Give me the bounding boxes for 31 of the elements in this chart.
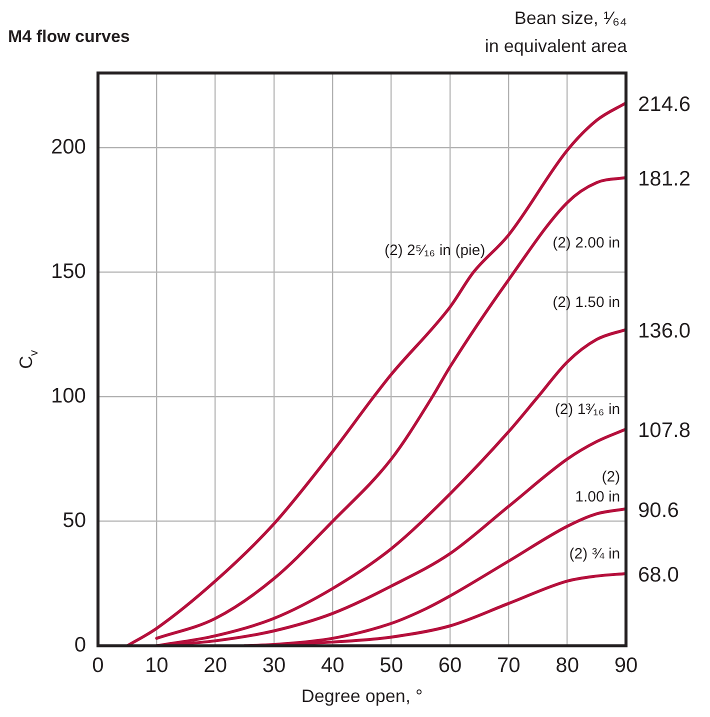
text: 107.8 — [638, 419, 691, 442]
text: 68.0 — [638, 564, 679, 587]
series-label: (2) 1.50 in — [552, 294, 620, 312]
x-tick-label: 30 — [262, 654, 286, 678]
x-tick-label: 10 — [144, 654, 168, 678]
x-tick-label: 90 — [614, 654, 638, 678]
y-tick-label: 100 — [50, 384, 86, 408]
text: 90.6 — [638, 498, 679, 522]
text: 214.6 — [638, 92, 691, 116]
y-tick-label: 200 — [50, 136, 86, 159]
text: Bean size, ¹⁄₆₄ in equivalent area — [484, 8, 628, 56]
y-tick-label: 50 — [62, 509, 86, 532]
y-tick-label: 150 — [50, 260, 86, 284]
x-tick-label: 70 — [496, 654, 520, 678]
x-tick-label: 20 — [204, 654, 228, 678]
x-tick-label: 50 — [380, 654, 404, 678]
y-tick-label: 0 — [74, 634, 86, 657]
x-tick-label: 80 — [556, 654, 580, 678]
series-label: (2) 2⁵⁄₁₆ in (pie) — [384, 242, 486, 259]
y-axis-title: Cv — [16, 350, 40, 369]
x-axis-title: Degree open, ° — [301, 686, 423, 706]
text: 136.0 — [638, 320, 691, 343]
series-label: (2) 2.00 in — [552, 234, 620, 252]
text: 181.2 — [638, 168, 691, 191]
x-tick-label: 0 — [92, 654, 104, 678]
series-label: (2) 1.00 in — [575, 468, 620, 506]
chart-title: M4 flow curves — [8, 27, 130, 46]
x-tick-label: 60 — [438, 654, 462, 678]
series-label: (2) 1³⁄₁₆ in — [554, 401, 620, 418]
series-label: (2) ¾ in — [569, 546, 620, 563]
x-tick-label: 40 — [320, 654, 344, 678]
